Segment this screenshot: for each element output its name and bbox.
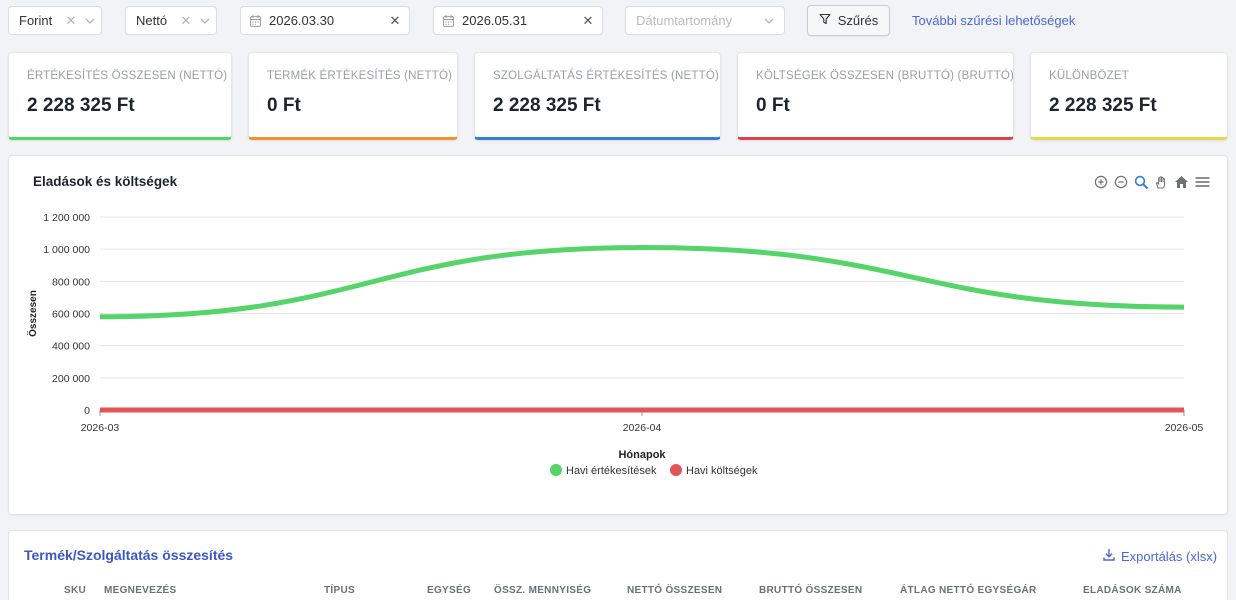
x-tick-label: 2026-05 [1165, 422, 1204, 434]
y-axis-title: Összesen [26, 290, 39, 337]
clear-icon[interactable]: ✕ [180, 12, 192, 28]
vat-mode-select[interactable]: Nettó ✕ [125, 6, 217, 35]
currency-value: Forint [19, 13, 53, 28]
clear-icon[interactable]: ✕ [65, 12, 77, 28]
y-tick-label: 600 000 [52, 309, 90, 321]
legend-label: Havi költségek [686, 465, 758, 477]
clear-date-icon[interactable]: ✕ [582, 12, 594, 28]
x-axis-title: Hónapok [618, 449, 666, 461]
y-tick-label: 1 000 000 [43, 244, 90, 256]
stat-card-label: KÜLÖNBÖZET [1049, 70, 1129, 82]
download-icon [1103, 548, 1115, 564]
column-header-sku[interactable]: SKU [64, 585, 87, 596]
stat-card-label: KÖLTSÉGEK ÖSSZESEN (BRUTTÓ) (BRUTTÓ) [756, 70, 1015, 82]
date-range-placeholder: Dátumtartomány [636, 13, 733, 28]
chevron-down-icon [79, 7, 101, 34]
date-to-value: 2026.05.31 [462, 13, 528, 28]
chart-toolbar [1093, 174, 1211, 190]
column-header-name[interactable]: MEGNEVEZÉS [104, 585, 177, 596]
line-chart[interactable]: 0 200 000 400 000 600 000 800 000 1 000 000 1 … [9, 156, 1227, 514]
column-header-gross-total[interactable]: BRUTTÓ ÖSSZESEN [759, 585, 863, 596]
stat-card-label: ÉRTÉKESÍTÉS ÖSSZESEN (NETTÓ) [27, 70, 228, 82]
stat-card-value: 2 228 325 Ft [1049, 95, 1157, 116]
column-header-type[interactable]: TÍPUS [324, 585, 355, 596]
menu-icon[interactable] [1193, 174, 1211, 190]
more-filters-link[interactable]: További szűrési lehetőségek [912, 13, 1076, 28]
column-header-sales-count[interactable]: ELADÁSOK SZÁMA [1083, 585, 1182, 596]
home-reset-icon[interactable] [1173, 174, 1189, 190]
y-tick-label: 800 000 [52, 276, 90, 288]
summary-panel: Termék/Szolgáltatás összesítés Exportálá… [8, 530, 1228, 600]
series-line-sales [99, 245, 1185, 320]
filter-bar: Forint ✕ Nettó ✕ 2026.03.30 ✕ 2026.05.31… [8, 5, 1228, 36]
calendar-icon [241, 14, 269, 27]
date-from-value: 2026.03.30 [269, 13, 335, 28]
stat-card-value: 2 228 325 Ft [493, 95, 601, 116]
export-label: Exportálás (xlsx) [1121, 548, 1218, 564]
legend-marker [670, 464, 682, 476]
x-tick-label: 2026-04 [623, 422, 662, 434]
summary-title: Termék/Szolgáltatás összesítés [24, 547, 234, 563]
pan-hand-icon[interactable] [1153, 174, 1169, 190]
stat-card-label: TERMÉK ÉRTÉKESÍTÉS (NETTÓ) [267, 70, 453, 82]
stat-card-value: 2 228 325 Ft [27, 95, 135, 116]
stat-card-label: SZOLGÁLTATÁS ÉRTÉKESÍTÉS (NETTÓ) [493, 70, 720, 82]
stat-card-difference: KÜLÖNBÖZET 2 228 325 Ft [1030, 52, 1228, 140]
y-tick-label: 0 [84, 405, 90, 417]
date-range-select[interactable]: Dátumtartomány [625, 6, 785, 35]
selection-zoom-icon[interactable] [1133, 174, 1149, 190]
export-xlsx-link[interactable]: Exportálás (xlsx) [1103, 548, 1217, 564]
zoom-in-icon[interactable] [1093, 174, 1109, 190]
chart-panel: Eladások és költségek 0 200 000 400 000 600… [8, 155, 1228, 515]
zoom-out-icon[interactable] [1113, 174, 1129, 190]
chart-title: Eladások és költségek [33, 174, 178, 189]
funnel-icon [819, 13, 831, 28]
filter-button-label: Szűrés [837, 13, 879, 28]
stat-card-total-sales: ÉRTÉKESÍTÉS ÖSSZESEN (NETTÓ) 2 228 325 F… [8, 52, 232, 140]
stat-card-value: 0 Ft [267, 95, 301, 116]
legend-marker [550, 464, 562, 476]
calendar-icon [434, 14, 462, 27]
column-header-avg-net-unit-price[interactable]: ÁTLAG NETTÓ EGYSÉGÁR [900, 585, 1037, 596]
stat-card-value: 0 Ft [756, 95, 790, 116]
x-tick-label: 2026-03 [81, 422, 120, 434]
stat-card-expenses: KÖLTSÉGEK ÖSSZESEN (BRUTTÓ) (BRUTTÓ) 0 F… [737, 52, 1014, 140]
column-header-total-quantity[interactable]: ÖSSZ. MENNYISÉG [494, 585, 592, 596]
date-to-input[interactable]: 2026.05.31 ✕ [433, 6, 603, 35]
stat-card-service-sales: SZOLGÁLTATÁS ÉRTÉKESÍTÉS (NETTÓ) 2 228 3… [474, 52, 721, 140]
y-tick-label: 1 200 000 [43, 212, 90, 224]
chevron-down-icon [194, 7, 216, 34]
legend-label: Havi értékesítések [566, 465, 657, 477]
column-header-net-total[interactable]: NETTÓ ÖSSZESEN [627, 585, 723, 596]
stat-card-product-sales: TERMÉK ÉRTÉKESÍTÉS (NETTÓ) 0 Ft [248, 52, 458, 140]
chevron-down-icon [754, 7, 784, 34]
date-from-input[interactable]: 2026.03.30 ✕ [240, 6, 410, 35]
currency-select[interactable]: Forint ✕ [8, 6, 102, 35]
filter-button[interactable]: Szűrés [807, 5, 890, 36]
vat-mode-value: Nettó [136, 13, 168, 28]
column-header-unit[interactable]: EGYSÉG [427, 585, 472, 596]
clear-date-icon[interactable]: ✕ [389, 12, 401, 28]
y-tick-label: 200 000 [52, 373, 90, 385]
y-tick-label: 400 000 [52, 341, 90, 353]
